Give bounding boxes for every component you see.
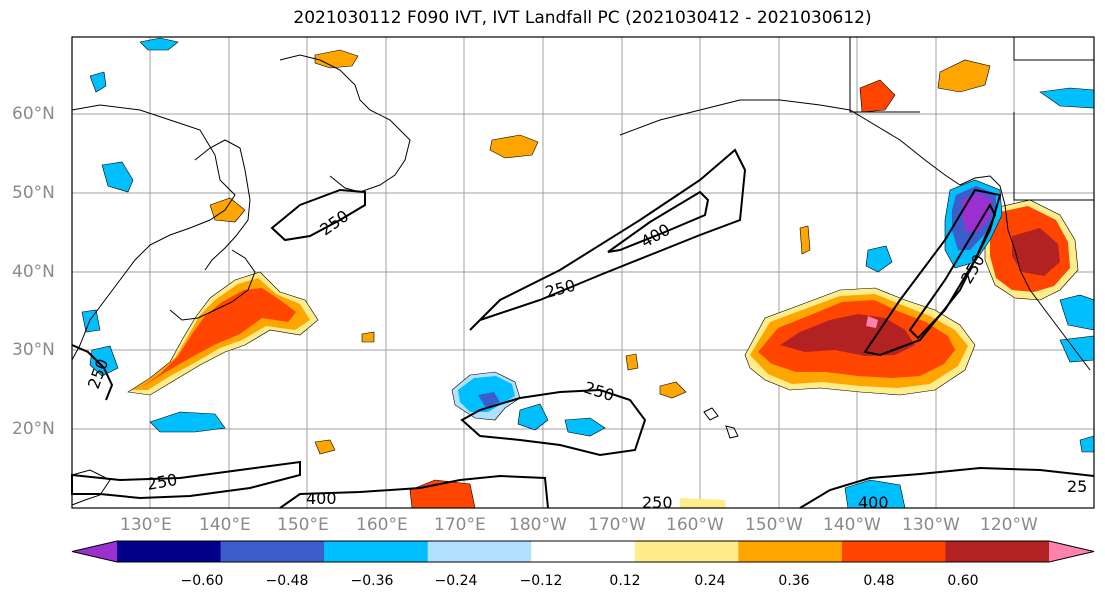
ivt-contour-250-south — [71, 460, 301, 500]
lon-label: 130°W — [902, 515, 960, 535]
colorbar-segment — [945, 541, 1050, 562]
colorbar-segment — [117, 541, 222, 562]
positive-blob — [314, 439, 336, 455]
coastline-hawaii — [703, 407, 739, 439]
colorbar-tick-label: −0.48 — [265, 573, 309, 589]
colorbar-outline — [71, 540, 1095, 563]
negative-field-pnw-strong — [962, 192, 992, 232]
colorbar-extension-high — [1049, 541, 1094, 562]
negative-blob — [139, 37, 179, 51]
lon-label: 120°W — [980, 515, 1038, 535]
ivt-contours — [71, 148, 1095, 509]
contour-label: 400 — [858, 493, 889, 512]
coastline-north-america — [959, 175, 1091, 371]
lon-label: 130°E — [120, 515, 172, 535]
lon-label: 160°E — [356, 515, 408, 535]
ivt-contour-400-landfall — [908, 202, 997, 340]
ivt-contour-250-subtropics — [460, 388, 647, 457]
colorbar-tick-label: 0.48 — [863, 573, 895, 589]
coastline-asia — [71, 104, 236, 361]
colorbar-extension-low — [72, 541, 117, 562]
colorbar-segment — [634, 541, 739, 562]
positive-field-asia-strong — [140, 288, 296, 388]
colorbar-tick-label: 0.24 — [694, 573, 726, 589]
positive-field-pacific-peak — [866, 316, 878, 328]
colorbar-segment — [427, 541, 532, 562]
negative-field-central-pacific-strong — [478, 392, 500, 408]
lat-label: 60°N — [12, 104, 55, 124]
lon-label: 140°E — [199, 515, 251, 535]
negative-anomaly-fields — [81, 37, 1095, 509]
negative-blob — [89, 345, 119, 377]
coastlines — [71, 37, 1094, 506]
coastline-siberia — [279, 54, 411, 193]
positive-blob — [937, 59, 991, 93]
political-borders — [849, 37, 1094, 201]
ivt-contour-400-south — [279, 474, 549, 509]
map-title: 2021030112 F090 IVT, IVT Landfall PC (20… — [293, 8, 872, 28]
colorbar-tick-label: −0.12 — [519, 573, 563, 589]
colorbar-segment — [738, 541, 843, 562]
lat-label: 30°N — [12, 340, 55, 360]
lon-label: 180°W — [509, 515, 567, 535]
lon-label: 140°W — [823, 515, 881, 535]
coastline-maritime — [71, 469, 111, 506]
positive-blob — [489, 134, 539, 159]
coastline-alaska — [619, 99, 961, 186]
colorbar-tick-label: −0.36 — [350, 573, 394, 589]
lat-label: 20°N — [12, 419, 55, 439]
colorbar-tick-label: −0.60 — [180, 573, 224, 589]
positive-anomaly-fields — [127, 49, 1079, 509]
ivt-contour-250-west — [71, 344, 114, 401]
colorbar-tick-label: 0.36 — [778, 573, 810, 589]
negative-blob — [564, 417, 606, 437]
colorbar-tick-label: 0.60 — [947, 573, 979, 589]
positive-blob — [314, 49, 359, 69]
ivt-contour-250-south-east — [799, 466, 1095, 509]
colorbar-segment — [531, 541, 636, 562]
colorbar-segment — [220, 541, 325, 562]
ivt-contour-250-japan — [270, 188, 366, 242]
colorbar-segment — [841, 541, 946, 562]
ivt-contour-250-landfall — [863, 188, 1002, 357]
lat-label: 40°N — [12, 262, 55, 282]
positive-field-pacific-max — [780, 314, 915, 356]
negative-blob — [149, 411, 226, 433]
colorbar-tick-label: 0.12 — [609, 573, 641, 589]
colorbar — [71, 540, 1095, 563]
positive-blob — [361, 331, 375, 343]
negative-blob — [101, 161, 134, 193]
contour-label: 25 — [1067, 477, 1087, 496]
negative-blob — [844, 479, 906, 509]
lon-label: 150°E — [277, 515, 329, 535]
negative-blob — [89, 71, 107, 93]
positive-blob — [659, 381, 687, 399]
gridlines — [72, 37, 1094, 508]
positive-blob — [799, 225, 811, 255]
lon-label: 170°W — [588, 515, 646, 535]
coastline-japan — [169, 249, 256, 321]
ivt-contour-400-pacific — [607, 190, 710, 253]
negative-blob — [517, 403, 549, 431]
contour-label: 400 — [306, 489, 337, 508]
colorbar-segment — [324, 541, 429, 562]
lat-label: 50°N — [12, 183, 55, 203]
positive-blob — [625, 353, 639, 371]
coastline-kamchatka-kuril — [194, 139, 251, 271]
positive-blob — [680, 498, 726, 508]
positive-blob — [859, 79, 896, 113]
colorbar-tick-label: −0.24 — [434, 573, 478, 589]
map-frame — [71, 36, 1095, 509]
lon-label: 150°W — [745, 515, 803, 535]
contour-label: 250 — [642, 493, 673, 512]
positive-field-westcoast-max — [1012, 228, 1060, 276]
lon-label: 160°W — [666, 515, 724, 535]
ivt-contour-250-pacific — [469, 148, 747, 331]
lon-label: 170°E — [434, 515, 486, 535]
negative-blob — [865, 245, 893, 273]
negative-blob — [81, 309, 101, 333]
